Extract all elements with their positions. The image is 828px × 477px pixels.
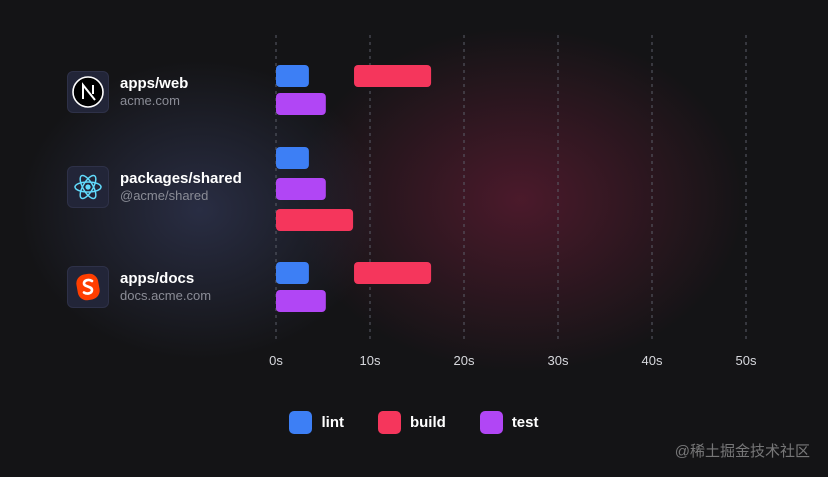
x-tick-label: 30s xyxy=(548,353,569,368)
package-subtitle: acme.com xyxy=(120,93,180,108)
legend-label: lint xyxy=(321,414,344,431)
package-name: packages/shared xyxy=(120,170,242,187)
legend-swatch-test xyxy=(479,411,503,434)
chart-legend: lint build test xyxy=(0,411,828,434)
bar-lint xyxy=(276,147,309,169)
legend-swatch-lint xyxy=(289,411,313,434)
legend-item-build: build xyxy=(377,411,480,434)
legend-item-test: test xyxy=(479,411,539,434)
bar-lint xyxy=(276,262,309,284)
bar-test xyxy=(276,93,326,115)
legend-label: build xyxy=(409,414,446,431)
package-name: apps/web xyxy=(120,75,189,92)
svelte-icon xyxy=(67,266,109,308)
x-tick-label: 0s xyxy=(269,353,283,368)
legend-swatch-build xyxy=(377,411,401,434)
x-tick-label: 40s xyxy=(642,353,663,368)
x-tick-label: 10s xyxy=(360,353,381,368)
bar-test xyxy=(276,178,326,200)
legend-label: test xyxy=(511,414,539,431)
bar-lint xyxy=(276,65,309,87)
bar-build xyxy=(354,65,432,87)
nextjs-icon xyxy=(67,71,109,113)
package-name: apps/docs xyxy=(120,270,195,287)
timeline-chart: 0s 10s 20s 30s 40s 50s xyxy=(269,35,757,368)
bar-test xyxy=(276,290,326,312)
bar-build xyxy=(354,262,432,284)
package-subtitle: @acme/shared xyxy=(120,188,209,203)
package-apps-web: apps/web acme.com xyxy=(67,71,188,113)
package-apps-docs: apps/docs docs.acme.com xyxy=(67,266,211,308)
watermark: @稀土掘金技术社区 xyxy=(674,443,810,460)
x-tick-label: 20s xyxy=(454,353,475,368)
legend-item-lint: lint xyxy=(289,411,378,434)
package-packages-shared: packages/shared @acme/shared xyxy=(67,166,242,208)
x-tick-label: 50s xyxy=(736,353,757,368)
bar-build xyxy=(276,209,354,231)
package-subtitle: docs.acme.com xyxy=(120,288,212,303)
react-icon xyxy=(67,166,109,208)
